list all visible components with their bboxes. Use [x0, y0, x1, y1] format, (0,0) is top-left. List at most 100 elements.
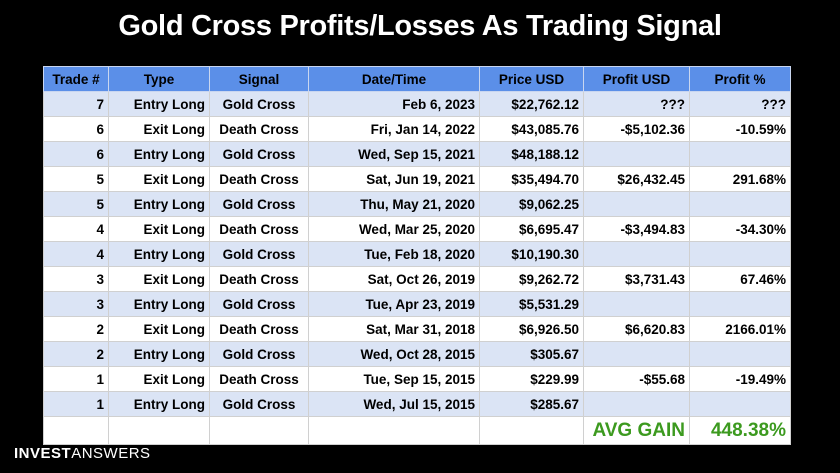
table-row: 6 Exit Long Death Cross Fri, Jan 14, 2022 $4… — [43, 116, 791, 142]
column-header-price: Price USD — [479, 66, 584, 92]
cell-profit-usd: $6,620.83 — [583, 316, 690, 342]
cell-profit-pct — [689, 341, 791, 367]
summary-row: AVG GAIN 448.38% — [43, 416, 791, 445]
table-row: 4 Exit Long Death Cross Wed, Mar 25, 2020 $6… — [43, 216, 791, 242]
table-header-row: Trade # Type Signal Date/Time Price USD … — [43, 66, 791, 92]
summary-empty-cell — [43, 416, 109, 445]
cell-trade: 6 — [43, 116, 109, 142]
cell-price: $229.99 — [479, 366, 584, 392]
cell-type: Entry Long — [108, 91, 210, 117]
brand-logo-part1: INVEST — [14, 445, 72, 462]
cell-type: Entry Long — [108, 191, 210, 217]
cell-date: Sat, Oct 26, 2019 — [308, 266, 480, 292]
cell-profit-pct: 67.46% — [689, 266, 791, 292]
cell-profit-pct: ??? — [689, 91, 791, 117]
cell-signal: Gold Cross — [209, 241, 309, 267]
cell-date: Thu, May 21, 2020 — [308, 191, 480, 217]
table-row: 6 Entry Long Gold Cross Wed, Sep 15, 2021 $4… — [43, 141, 791, 167]
cell-signal: Gold Cross — [209, 341, 309, 367]
column-header-signal: Signal — [209, 66, 309, 92]
cell-trade: 3 — [43, 266, 109, 292]
cell-profit-usd — [583, 241, 690, 267]
cell-profit-usd — [583, 141, 690, 167]
cell-date: Sat, Mar 31, 2018 — [308, 316, 480, 342]
cell-signal: Gold Cross — [209, 191, 309, 217]
cell-date: Tue, Sep 15, 2015 — [308, 366, 480, 392]
table-row: 1 Entry Long Gold Cross Wed, Jul 15, 2015 $2… — [43, 391, 791, 417]
cell-trade: 6 — [43, 141, 109, 167]
summary-empty-cell — [479, 416, 584, 445]
cell-date: Wed, Mar 25, 2020 — [308, 216, 480, 242]
brand-logo-part2: ANSWERS — [71, 445, 151, 462]
cell-price: $22,762.12 — [479, 91, 584, 117]
cell-profit-usd: -$3,494.83 — [583, 216, 690, 242]
table-row: 4 Entry Long Gold Cross Tue, Feb 18, 2020 $1… — [43, 241, 791, 267]
brand-logo: INVESTANSWERS — [14, 445, 151, 462]
cell-type: Exit Long — [108, 166, 210, 192]
cell-profit-usd: -$55.68 — [583, 366, 690, 392]
column-header-profit-usd: Profit USD — [583, 66, 690, 92]
cell-price: $5,531.29 — [479, 291, 584, 317]
cell-date: Fri, Jan 14, 2022 — [308, 116, 480, 142]
cell-profit-usd: ??? — [583, 91, 690, 117]
cell-profit-usd: -$5,102.36 — [583, 116, 690, 142]
cell-signal: Gold Cross — [209, 91, 309, 117]
cell-profit-pct — [689, 391, 791, 417]
cell-signal: Death Cross — [209, 366, 309, 392]
avg-gain-value: 448.38% — [689, 416, 791, 445]
cell-profit-pct: -34.30% — [689, 216, 791, 242]
column-header-profit-pct: Profit % — [689, 66, 791, 92]
cell-profit-usd — [583, 191, 690, 217]
cell-profit-usd: $3,731.43 — [583, 266, 690, 292]
cell-profit-pct — [689, 141, 791, 167]
cell-trade: 3 — [43, 291, 109, 317]
cell-signal: Death Cross — [209, 166, 309, 192]
table-row: 7 Entry Long Gold Cross Feb 6, 2023 $22,762.… — [43, 91, 791, 117]
cell-type: Entry Long — [108, 241, 210, 267]
cell-profit-usd — [583, 291, 690, 317]
cell-profit-pct: -19.49% — [689, 366, 791, 392]
cell-type: Exit Long — [108, 116, 210, 142]
cell-trade: 4 — [43, 216, 109, 242]
cell-trade: 1 — [43, 366, 109, 392]
cell-profit-pct: 291.68% — [689, 166, 791, 192]
cell-type: Exit Long — [108, 316, 210, 342]
cell-price: $35,494.70 — [479, 166, 584, 192]
summary-empty-cell — [209, 416, 309, 445]
cell-type: Entry Long — [108, 291, 210, 317]
avg-gain-label: AVG GAIN — [583, 416, 690, 445]
table-row: 5 Entry Long Gold Cross Thu, May 21, 2020 $9… — [43, 191, 791, 217]
cell-date: Sat, Jun 19, 2021 — [308, 166, 480, 192]
table-row: 2 Entry Long Gold Cross Wed, Oct 28, 2015 $3… — [43, 341, 791, 367]
cell-price: $9,062.25 — [479, 191, 584, 217]
cell-profit-pct: 2166.01% — [689, 316, 791, 342]
cell-trade: 1 — [43, 391, 109, 417]
column-header-date: Date/Time — [308, 66, 480, 92]
table-body: 7 Entry Long Gold Cross Feb 6, 2023 $22,762.… — [43, 91, 791, 445]
column-header-type: Type — [108, 66, 210, 92]
cell-profit-pct: -10.59% — [689, 116, 791, 142]
cell-type: Exit Long — [108, 266, 210, 292]
cell-price: $285.67 — [479, 391, 584, 417]
cell-profit-usd — [583, 341, 690, 367]
cell-date: Feb 6, 2023 — [308, 91, 480, 117]
page-title: Gold Cross Profits/Losses As Trading Sig… — [118, 10, 722, 42]
trades-table: Trade # Type Signal Date/Time Price USD … — [43, 66, 791, 445]
cell-trade: 7 — [43, 91, 109, 117]
summary-empty-cell — [308, 416, 480, 445]
cell-price: $6,695.47 — [479, 216, 584, 242]
cell-type: Entry Long — [108, 391, 210, 417]
table-row: 5 Exit Long Death Cross Sat, Jun 19, 2021 $3… — [43, 166, 791, 192]
column-header-trade: Trade # — [43, 66, 109, 92]
cell-type: Entry Long — [108, 141, 210, 167]
cell-profit-pct — [689, 291, 791, 317]
cell-price: $305.67 — [479, 341, 584, 367]
cell-type: Entry Long — [108, 341, 210, 367]
cell-trade: 4 — [43, 241, 109, 267]
cell-trade: 2 — [43, 316, 109, 342]
table-row: 1 Exit Long Death Cross Tue, Sep 15, 2015 $2… — [43, 366, 791, 392]
cell-profit-usd — [583, 391, 690, 417]
cell-price: $48,188.12 — [479, 141, 584, 167]
cell-signal: Gold Cross — [209, 391, 309, 417]
